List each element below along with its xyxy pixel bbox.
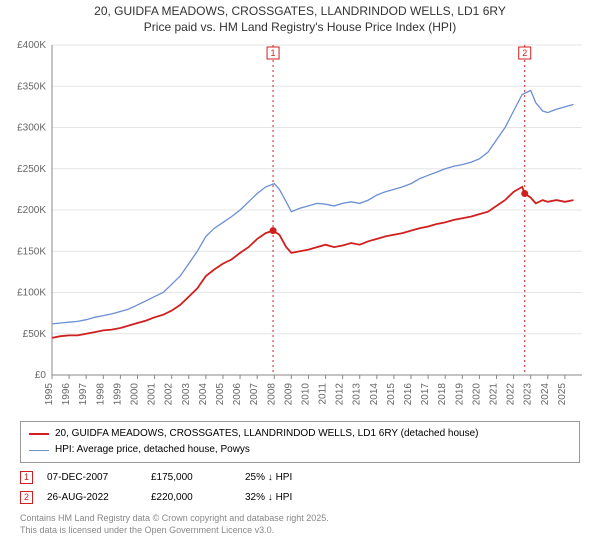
legend-label: HPI: Average price, detached house, Powy… [55, 442, 250, 458]
sale-marker-row: 2 26-AUG-2022 £220,000 32% ↓ HPI [20, 487, 580, 507]
sale-marker-badge: 1 [20, 471, 33, 484]
y-axis-label: £350K [17, 81, 46, 92]
x-axis-label: 2019 [454, 383, 465, 406]
x-axis-label: 2025 [557, 383, 568, 406]
sale-date: 26-AUG-2022 [47, 492, 137, 503]
sale-marker-row: 1 07-DEC-2007 £175,000 25% ↓ HPI [20, 467, 580, 487]
x-axis-label: 2008 [266, 383, 277, 406]
x-axis-label: 2023 [523, 383, 534, 406]
x-axis-label: 2013 [352, 383, 363, 406]
x-axis-label: 1996 [61, 383, 72, 406]
line-chart: £0 £50K £100K £150K £200K £250K £300K £350K £400… [10, 37, 590, 417]
y-axis-label: £200K [17, 205, 46, 216]
y-axis-label: £100K [17, 288, 46, 299]
x-axis-label: 2001 [147, 383, 158, 406]
legend: 20, GUIDFA MEADOWS, CROSSGATES, LLANDRIN… [20, 421, 580, 463]
x-axis-label: 2006 [232, 383, 243, 406]
y-axis-label: £0 [35, 370, 47, 381]
y-axis-label: £250K [17, 164, 46, 175]
x-axis-label: 2018 [437, 383, 448, 406]
y-axis-label: £50K [23, 329, 47, 340]
x-axis-label: 2014 [369, 383, 380, 406]
x-axis-label: 2012 [335, 383, 346, 406]
y-axis-label: £300K [17, 123, 46, 134]
x-axis-label: 2024 [540, 383, 551, 406]
x-axis-label: 2005 [215, 383, 226, 406]
x-axis-label: 2015 [386, 383, 397, 406]
footer-attribution: Contains HM Land Registry data © Crown c… [20, 513, 580, 536]
sale-dot [521, 190, 528, 197]
chart-area: £0 £50K £100K £150K £200K £250K £300K £350K £400… [10, 37, 590, 417]
sale-diff-vs-hpi: 25% ↓ HPI [245, 472, 325, 483]
x-axis-label: 2003 [181, 383, 192, 406]
legend-swatch [29, 433, 49, 435]
sale-markers-list: 1 07-DEC-2007 £175,000 25% ↓ HPI 2 26-AUG-202… [20, 467, 580, 507]
x-axis-label: 2016 [403, 383, 414, 406]
x-axis-label: 2007 [249, 383, 260, 406]
y-axis-label: £150K [17, 246, 46, 257]
sale-marker-badge: 2 [20, 491, 33, 504]
y-axis-label: £400K [17, 40, 46, 51]
sale-marker-number: 2 [522, 48, 527, 58]
x-axis-label: 1999 [112, 383, 123, 406]
x-axis-label: 2000 [129, 383, 140, 406]
chart-title: 20, GUIDFA MEADOWS, CROSSGATES, LLANDRIN… [0, 0, 600, 37]
x-axis-label: 2010 [300, 383, 311, 406]
footer-line-2: This data is licensed under the Open Gov… [20, 525, 580, 537]
x-axis-label: 2002 [164, 383, 175, 406]
title-line-2: Price paid vs. HM Land Registry's House … [8, 20, 592, 36]
sale-price: £220,000 [151, 492, 231, 503]
x-axis-label: 2011 [318, 383, 329, 405]
x-axis-label: 2021 [489, 383, 500, 406]
sale-price: £175,000 [151, 472, 231, 483]
sale-marker-number: 1 [271, 48, 276, 58]
x-axis-label: 1997 [78, 383, 89, 406]
sale-date: 07-DEC-2007 [47, 472, 137, 483]
footer-line-1: Contains HM Land Registry data © Crown c… [20, 513, 580, 525]
legend-label: 20, GUIDFA MEADOWS, CROSSGATES, LLANDRIN… [55, 426, 478, 442]
legend-swatch [29, 450, 49, 451]
x-axis-label: 2022 [506, 383, 517, 406]
sale-dot [270, 227, 277, 234]
title-line-1: 20, GUIDFA MEADOWS, CROSSGATES, LLANDRIN… [8, 4, 592, 20]
sale-diff-vs-hpi: 32% ↓ HPI [245, 492, 325, 503]
x-axis-label: 2004 [198, 383, 209, 406]
x-axis-label: 2017 [420, 383, 431, 406]
x-axis-label: 2009 [283, 383, 294, 406]
x-axis-label: 2020 [471, 383, 482, 406]
x-axis-label: 1995 [44, 383, 55, 406]
legend-item: 20, GUIDFA MEADOWS, CROSSGATES, LLANDRIN… [29, 426, 571, 442]
x-axis-label: 1998 [95, 383, 106, 406]
legend-item: HPI: Average price, detached house, Powy… [29, 442, 571, 458]
